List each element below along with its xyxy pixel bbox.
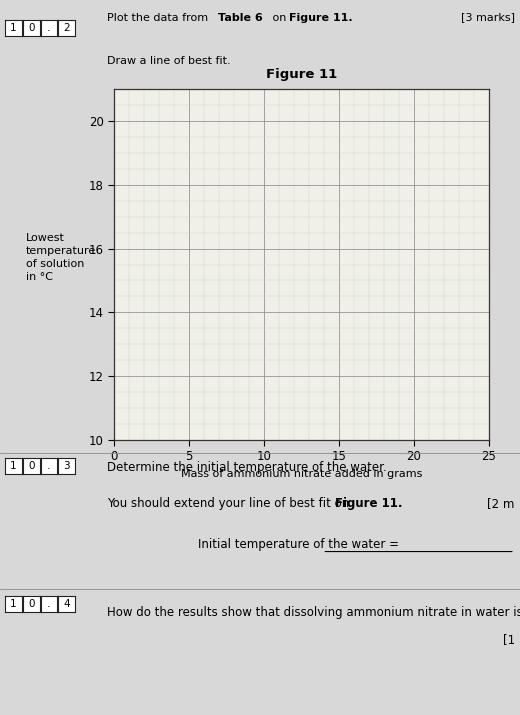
Text: on: on <box>269 13 290 22</box>
Text: .: . <box>47 599 50 609</box>
Text: 0: 0 <box>28 461 34 471</box>
Text: [1: [1 <box>503 633 515 646</box>
Text: Plot the data from: Plot the data from <box>107 13 211 22</box>
Text: 1: 1 <box>10 23 17 33</box>
Text: .: . <box>47 23 50 33</box>
Text: Figure 11.: Figure 11. <box>289 13 352 22</box>
Text: Table 6: Table 6 <box>218 13 263 22</box>
Text: .: . <box>47 461 50 471</box>
Text: How do the results show that dissolving ammonium nitrate in water is endotherm: How do the results show that dissolving … <box>107 606 520 619</box>
Text: Figure 11.: Figure 11. <box>335 498 403 511</box>
Text: 1: 1 <box>10 599 17 609</box>
Text: Draw a line of best fit.: Draw a line of best fit. <box>107 56 230 66</box>
Text: 2: 2 <box>63 23 70 33</box>
Text: [2 m: [2 m <box>487 498 515 511</box>
Text: Initial temperature of the water =: Initial temperature of the water = <box>198 538 402 551</box>
Text: Figure 11: Figure 11 <box>266 68 337 81</box>
Text: You should extend your line of best fit on: You should extend your line of best fit … <box>107 498 353 511</box>
Text: Lowest
temperature
of solution
in °C: Lowest temperature of solution in °C <box>26 233 96 282</box>
Text: 0: 0 <box>28 599 34 609</box>
Text: 3: 3 <box>63 461 70 471</box>
X-axis label: Mass of ammonium nitrate added in grams: Mass of ammonium nitrate added in grams <box>181 469 422 479</box>
Text: [3 marks]: [3 marks] <box>461 13 515 22</box>
Text: 1: 1 <box>10 461 17 471</box>
Text: Determine the initial temperature of the water.: Determine the initial temperature of the… <box>107 461 386 474</box>
Text: 4: 4 <box>63 599 70 609</box>
Text: 0: 0 <box>28 23 34 33</box>
